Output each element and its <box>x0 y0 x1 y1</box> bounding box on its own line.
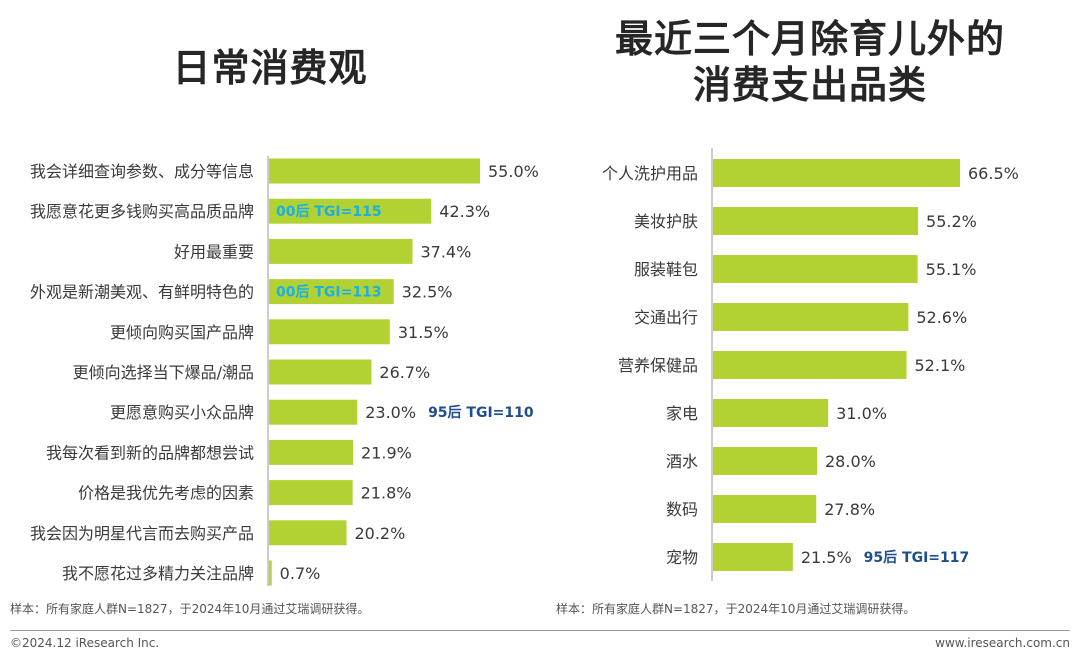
left-value-label: 21.8% <box>361 484 412 503</box>
right-bar <box>713 351 907 379</box>
left-value-label: 31.5% <box>398 323 449 342</box>
right-tgi-annotation: 95后 TGI=117 <box>864 549 970 566</box>
right-bar <box>713 495 817 523</box>
left-bar <box>269 319 390 345</box>
left-value-label: 23.0% <box>365 403 416 422</box>
left-tgi-annotation: 00后 TGI=115 <box>276 203 382 220</box>
right-bar <box>713 159 960 187</box>
right-title-line1: 最近三个月除育儿外的 <box>614 17 1005 61</box>
left-category-label: 我愿意花更多钱购买高品质品牌 <box>30 202 254 221</box>
left-value-label: 42.3% <box>439 202 490 221</box>
left-category-label: 我每次看到新的品牌都想尝试 <box>46 443 254 462</box>
right-value-label: 52.1% <box>915 356 966 375</box>
right-value-label: 55.2% <box>926 212 977 231</box>
left-bar <box>269 198 432 224</box>
left-value-label: 32.5% <box>402 283 453 302</box>
left-bar <box>269 238 413 264</box>
right-chart-title: 最近三个月除育儿外的 消费支出品类 <box>590 16 1030 108</box>
left-category-label: 我会因为明星代言而去购买产品 <box>30 524 254 543</box>
left-category-label: 外观是新潮美观、有鲜明特色的 <box>30 283 254 302</box>
right-sample-note: 样本：所有家庭人群N=1827，于2024年10月通过艾瑞调研获得。 <box>556 602 916 616</box>
left-sample-note: 样本：所有家庭人群N=1827，于2024年10月通过艾瑞调研获得。 <box>10 602 370 616</box>
right-category-label: 数码 <box>666 500 698 519</box>
right-bar <box>713 543 793 571</box>
right-value-label: 21.5% <box>801 548 852 567</box>
footer-divider <box>10 630 1070 631</box>
left-value-label: 0.7% <box>280 564 321 583</box>
right-value-label: 66.5% <box>968 164 1019 183</box>
left-value-label: 21.9% <box>361 443 412 462</box>
right-value-label: 55.1% <box>926 260 977 279</box>
right-title-line2: 消费支出品类 <box>692 63 927 107</box>
left-value-label: 20.2% <box>354 524 405 543</box>
left-tgi-annotation: 95后 TGI=110 <box>428 404 534 421</box>
left-bar <box>269 279 394 305</box>
right-category-label: 酒水 <box>666 452 698 471</box>
footer-website: www.iresearch.com.cn <box>935 636 1070 650</box>
left-bar <box>269 560 272 586</box>
right-value-label: 52.6% <box>916 308 967 327</box>
right-category-label: 家电 <box>666 404 698 423</box>
left-value-label: 26.7% <box>379 363 430 382</box>
left-value-label: 55.0% <box>488 162 539 181</box>
left-bar <box>269 158 480 184</box>
left-bar <box>269 399 358 425</box>
footer-copyright: ©2024.12 iResearch Inc. <box>10 636 160 650</box>
right-category-label: 宠物 <box>666 548 698 567</box>
left-category-label: 好用最重要 <box>174 242 254 261</box>
right-category-label: 营养保健品 <box>618 356 698 375</box>
left-category-label: 更倾向购买国产品牌 <box>110 323 254 342</box>
left-bar <box>269 520 347 546</box>
left-category-label: 我不愿花过多精力关注品牌 <box>62 564 254 583</box>
left-category-label: 更倾向选择当下爆品/潮品 <box>73 363 254 382</box>
left-category-label: 更愿意购买小众品牌 <box>110 403 254 422</box>
right-value-label: 27.8% <box>824 500 875 519</box>
left-value-label: 37.4% <box>420 242 471 261</box>
right-category-label: 美妆护肤 <box>634 212 698 231</box>
right-bar <box>713 303 909 331</box>
right-bar <box>713 399 829 427</box>
right-bar <box>713 207 919 235</box>
right-category-label: 服装鞋包 <box>634 260 698 279</box>
right-category-label: 交通出行 <box>634 308 698 327</box>
right-value-label: 31.0% <box>836 404 887 423</box>
right-value-label: 28.0% <box>825 452 876 471</box>
left-bar <box>269 439 354 465</box>
left-chart-title: 日常消费观 <box>172 46 368 90</box>
left-category-label: 价格是我优先考虑的因素 <box>78 484 254 503</box>
left-bar <box>269 480 353 506</box>
right-bar <box>713 255 918 283</box>
left-category-label: 我会详细查询参数、成分等信息 <box>30 162 254 181</box>
left-tgi-annotation: 00后 TGI=113 <box>276 284 382 301</box>
left-bar <box>269 359 372 385</box>
right-category-label: 个人洗护用品 <box>602 164 698 183</box>
right-bar <box>713 447 817 475</box>
